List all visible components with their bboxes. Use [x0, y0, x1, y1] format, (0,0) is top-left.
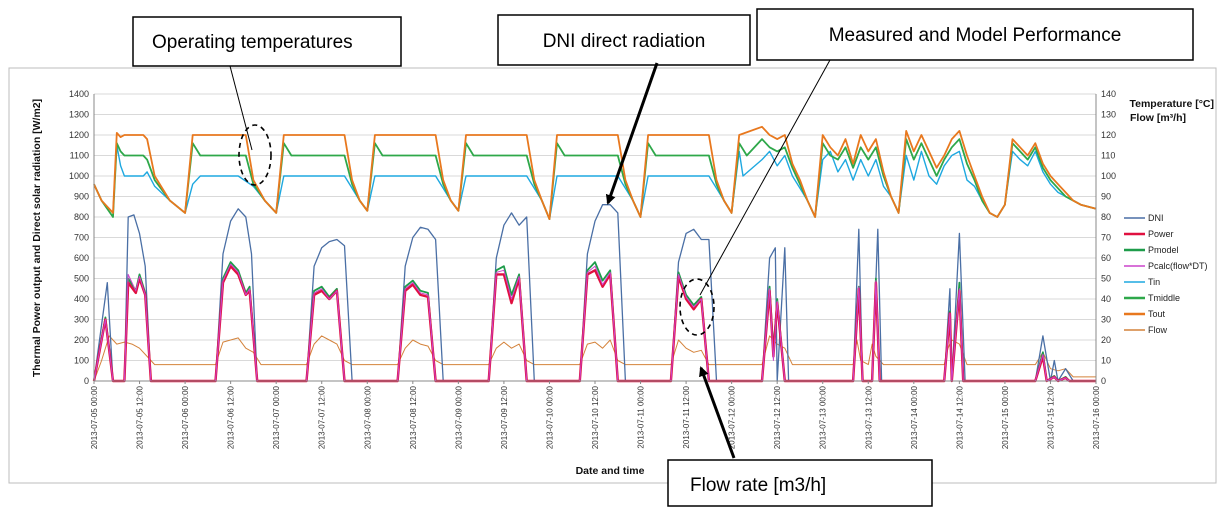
legend-label: Pmodel	[1148, 245, 1179, 255]
legend-label: Tin	[1148, 277, 1160, 287]
y-tick-label: 1200	[69, 130, 89, 140]
y2-tick-label: 80	[1101, 212, 1111, 222]
x-tick-label: 2013-07-15 12:00	[1046, 385, 1055, 449]
highlight-ellipse-temperatures	[238, 124, 272, 186]
x-tick-label: 2013-07-09 12:00	[500, 385, 509, 449]
callout-label-performance: Measured and Model Performance	[829, 25, 1122, 46]
x-tick-label: 2013-07-11 12:00	[682, 385, 691, 448]
callout-box-flow-rate	[667, 459, 933, 507]
y2-tick-label: 20	[1101, 335, 1111, 345]
x-tick-label: 2013-07-15 00:00	[1001, 385, 1010, 449]
x-tick-label: 2013-07-13 12:00	[864, 385, 873, 449]
y2-tick-label: 120	[1101, 130, 1116, 140]
x-tick-label: 2013-07-10 12:00	[591, 385, 600, 449]
legend-label: Power	[1148, 229, 1174, 239]
legend: DNI Power Pmodel Pcalc(flow*DT) Tin Tmiddle To…	[1124, 213, 1208, 335]
y2-tick-label: 50	[1101, 274, 1111, 284]
x-tick-label: 2013-07-12 00:00	[728, 385, 737, 449]
highlight-ellipse-performance	[679, 278, 715, 336]
y-tick-label: 400	[74, 294, 89, 304]
y-axis-ticks: 0 100 200 300 400 500 600 700 800 900 1000 1100 1200…	[69, 89, 89, 386]
x-tick-label: 2013-07-08 12:00	[409, 385, 418, 449]
y-tick-label: 300	[74, 315, 89, 325]
legend-label: Tout	[1148, 309, 1166, 319]
x-tick-label: 2013-07-14 12:00	[955, 385, 964, 449]
x-axis-title: Date and time	[576, 465, 645, 477]
y2-axis-title-line2: Flow [m³/h]	[1130, 112, 1186, 124]
y2-tick-label: 40	[1101, 294, 1111, 304]
y2-tick-label: 10	[1101, 356, 1111, 366]
x-tick-label: 2013-07-07 00:00	[272, 385, 281, 449]
x-tick-label: 2013-07-09 00:00	[454, 385, 463, 449]
arrow-dni	[605, 62, 659, 205]
y-tick-label: 1400	[69, 89, 89, 99]
y2-tick-label: 90	[1101, 192, 1111, 202]
x-axis-ticks: 2013-07-05 00:00 2013-07-05 12:00 2013-07-…	[90, 381, 1101, 449]
x-tick-label: 2013-07-06 12:00	[227, 385, 236, 449]
x-tick-label: 2013-07-16 00:00	[1092, 385, 1101, 449]
callout-box-operating-temperatures	[132, 16, 402, 67]
callout-box-performance	[756, 8, 1194, 61]
y-tick-label: 900	[74, 192, 89, 202]
x-tick-label: 2013-07-10 00:00	[545, 385, 554, 449]
callout-box-dni	[497, 14, 751, 66]
x-tick-label: 2013-07-13 00:00	[819, 385, 828, 449]
callout-label-operating-temperatures: Operating temperatures	[152, 32, 353, 53]
y-tick-label: 0	[84, 376, 89, 386]
x-tick-label: 2013-07-12 12:00	[773, 385, 782, 449]
y2-tick-label: 60	[1101, 253, 1111, 263]
y-tick-label: 100	[74, 356, 89, 366]
legend-label: DNI	[1148, 213, 1164, 223]
arrow-flow-rate	[699, 366, 736, 459]
callout-label-flow-rate: Flow rate [m3/h]	[690, 475, 826, 496]
y-tick-label: 1300	[69, 110, 89, 120]
series-line-tin	[93, 144, 1097, 220]
y-tick-label: 600	[74, 253, 89, 263]
y-tick-label: 1100	[70, 151, 89, 161]
legend-label: Tmiddle	[1148, 293, 1180, 303]
y2-tick-label: 140	[1101, 89, 1116, 99]
legend-label: Pcalc(flow*DT)	[1148, 261, 1208, 271]
y2-axis-ticks: 0 10 20 30 40 50 60 70 80 90 100 110 120 130 140	[1101, 89, 1116, 386]
y-tick-label: 500	[74, 274, 89, 284]
arrow-performance	[699, 59, 831, 296]
y-tick-label: 1000	[69, 171, 89, 181]
y2-tick-label: 110	[1101, 151, 1115, 161]
y-tick-label: 800	[74, 212, 89, 222]
arrow-operating-temperatures	[229, 65, 253, 151]
x-tick-label: 2013-07-06 00:00	[181, 385, 190, 449]
x-tick-label: 2013-07-05 00:00	[90, 385, 99, 449]
x-tick-label: 2013-07-14 00:00	[910, 385, 919, 449]
y2-tick-label: 130	[1101, 110, 1116, 120]
x-tick-label: 2013-07-11 00:00	[637, 385, 646, 448]
series-line-tout	[93, 125, 1097, 220]
callout-label-dni: DNI direct radiation	[543, 31, 706, 52]
chart-frame	[8, 67, 1217, 484]
x-tick-label: 2013-07-08 00:00	[363, 385, 372, 449]
x-tick-label: 2013-07-05 12:00	[136, 385, 145, 449]
series-line-pcalc-flow-dt-	[93, 263, 1096, 382]
y2-tick-label: 70	[1101, 233, 1111, 243]
y2-tick-label: 30	[1101, 315, 1111, 325]
y-axis-title: Thermal Power output and Direct solar ra…	[31, 99, 43, 377]
legend-label: Flow	[1148, 325, 1168, 335]
y2-tick-label: 100	[1101, 171, 1116, 181]
y-tick-label: 700	[74, 233, 89, 243]
y-tick-label: 200	[74, 335, 89, 345]
x-tick-label: 2013-07-07 12:00	[318, 385, 327, 449]
y2-tick-label: 0	[1101, 376, 1106, 386]
y2-axis-title-line1: Temperature [°C]	[1129, 98, 1214, 110]
series-line-flow	[93, 335, 1096, 382]
